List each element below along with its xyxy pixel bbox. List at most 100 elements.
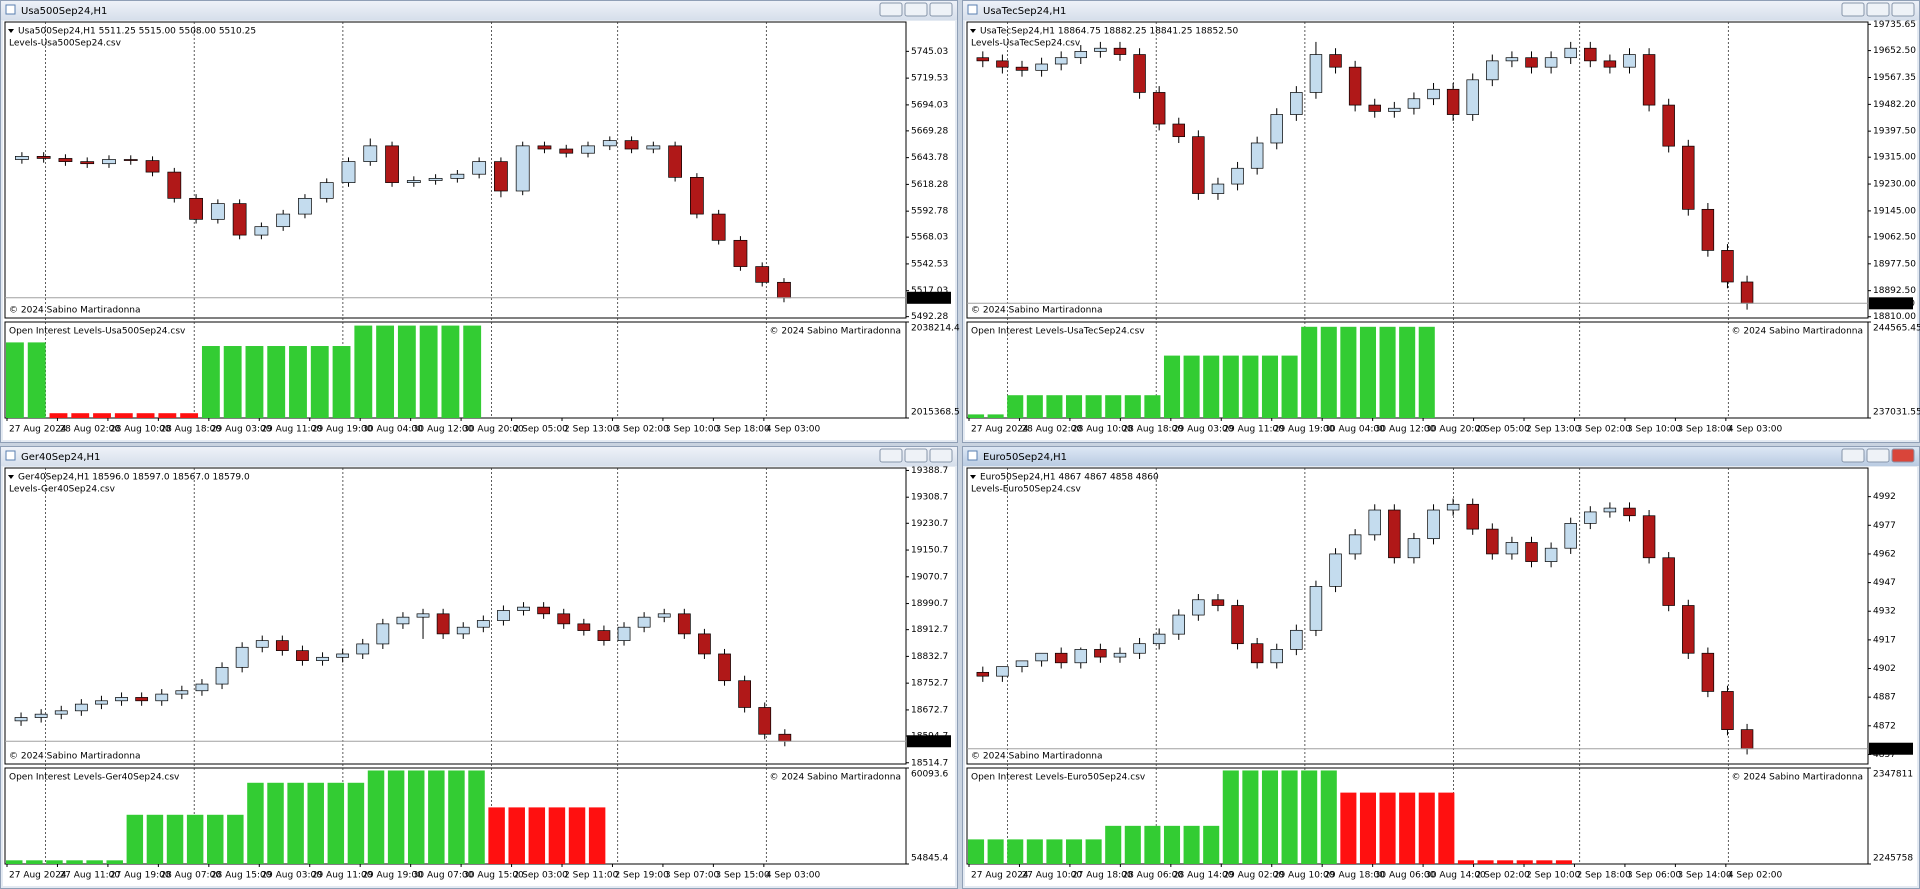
levels-file: Levels-Euro50Sep24.csv — [971, 485, 1081, 495]
price-tick-label: 18810.00 — [1873, 312, 1916, 322]
candle-body — [557, 613, 571, 625]
collapse-arrow — [970, 475, 976, 479]
minimize-button[interactable] — [879, 2, 903, 17]
minimize-button[interactable] — [879, 448, 903, 463]
candle-body — [1407, 98, 1421, 109]
oi-bar — [528, 807, 546, 864]
candle-body — [537, 145, 552, 150]
candle-body — [428, 178, 443, 181]
window-icon — [5, 450, 16, 461]
candle-body — [755, 266, 770, 283]
close-button[interactable] — [929, 448, 953, 463]
oi-bar — [71, 413, 90, 418]
candle-body — [1329, 54, 1342, 68]
oi-bar — [367, 770, 385, 864]
copyright: © 2024 Sabino Martiradonna — [971, 752, 1103, 762]
oi-bar — [397, 325, 416, 418]
oi-bar — [987, 414, 1004, 418]
maximize-button[interactable] — [904, 448, 928, 463]
last-price-box — [1869, 742, 1913, 755]
price-tick-label: 19150.7 — [911, 546, 948, 556]
price-tick-label: 4932 — [1873, 607, 1896, 617]
chart-window: UsaTecSep24,H1 19735.65 19652.50 19567.35 19… — [962, 0, 1920, 443]
candle-body — [577, 623, 591, 631]
time-tick-label: 29 Aug 03:00 — [211, 425, 272, 435]
price-tick-label: 4992 — [1873, 492, 1896, 502]
time-tick-label: 2 Sep 11:00 — [564, 871, 619, 881]
oi-bar — [1379, 792, 1396, 864]
maximize-button[interactable] — [1866, 448, 1890, 463]
oi-bar — [1163, 825, 1181, 864]
candle-body — [1250, 142, 1264, 169]
time-tick-label: 28 Aug 10:00 — [110, 425, 171, 435]
maximize-button[interactable] — [904, 2, 928, 17]
candle-body — [1074, 51, 1088, 59]
time-tick-label: 3 Sep 02:00 — [614, 425, 669, 435]
candle-body — [758, 707, 772, 735]
time-tick-label: 30 Aug 07:00 — [413, 871, 474, 881]
oi-bar — [1359, 326, 1377, 418]
candle-body — [1544, 57, 1558, 68]
time-tick-label: 29 Aug 19:00 — [1274, 425, 1335, 435]
close-button[interactable] — [1891, 448, 1915, 463]
candle-body — [996, 60, 1009, 68]
oi-bar — [1026, 395, 1043, 418]
title-bar — [1, 1, 957, 20]
candle-body — [115, 697, 128, 702]
candle-body — [1682, 145, 1695, 210]
oi-bar — [267, 346, 286, 418]
candle-body — [1701, 652, 1715, 692]
candle-body — [581, 145, 595, 154]
candle-body — [1564, 47, 1577, 59]
candle-body — [494, 161, 508, 192]
minimize-button[interactable] — [1841, 448, 1865, 463]
minimize-button[interactable] — [1841, 2, 1865, 17]
oi-bar — [407, 770, 425, 864]
chart-info: Ger40Sep24,H1 18596.0 18597.0 18567.0 18… — [18, 473, 250, 483]
oi-bar — [1046, 839, 1063, 864]
oi-bar — [588, 807, 606, 864]
close-button[interactable] — [929, 2, 953, 17]
candle-body — [356, 643, 370, 655]
candle-body — [102, 159, 116, 165]
candle-body — [175, 690, 189, 695]
copyright: © 2024 Sabino Martiradonna — [9, 752, 141, 762]
oi-bar — [1301, 326, 1318, 418]
oi-bar — [376, 325, 395, 418]
oi-bar — [1144, 395, 1161, 418]
candle-body — [1211, 599, 1225, 606]
indicator-copyright: © 2024 Sabino Martiradonna — [769, 773, 901, 783]
oi-bar — [186, 814, 204, 864]
window-icon — [967, 4, 978, 15]
oi-tick-label: 244565.45 — [1873, 324, 1920, 334]
copyright: © 2024 Sabino Martiradonna — [9, 306, 141, 316]
oi-bar — [1281, 770, 1298, 864]
indicator-title: Open Interest Levels-Ger40Sep24.csv — [9, 773, 180, 783]
candle-body — [733, 239, 748, 267]
chart-info: Euro50Sep24,H1 4867 4867 4858 4860 — [980, 473, 1159, 483]
price-tick-label: 18912.7 — [911, 625, 948, 635]
time-tick-label: 28 Aug 02:00 — [1021, 425, 1082, 435]
candle-body — [1074, 649, 1088, 664]
price-tick-label: 19567.35 — [1873, 73, 1916, 83]
price-tick-label: 5719.53 — [911, 74, 948, 84]
oi-bar — [1203, 355, 1220, 418]
time-tick-label: 30 Aug 20:00 — [1425, 425, 1486, 435]
candle-body — [1721, 250, 1734, 283]
chart-info: UsaTecSep24,H1 18864.75 18882.25 18841.2… — [980, 27, 1239, 37]
price-tick-label: 5694.03 — [911, 100, 948, 110]
time-tick-label: 27 Aug 2024 — [9, 425, 67, 435]
oi-bar — [1026, 839, 1043, 864]
last-price-label: 18852.50 — [1872, 299, 1915, 309]
oi-bar — [6, 342, 24, 418]
maximize-button[interactable] — [1866, 2, 1890, 17]
time-tick-label: 29 Aug 11:00 — [312, 871, 373, 881]
candle-body — [1642, 54, 1656, 106]
candle-body — [74, 703, 88, 712]
collapse-arrow — [970, 29, 976, 33]
oi-bar — [27, 342, 46, 418]
oi-bar — [6, 860, 23, 864]
oi-bar — [1281, 355, 1298, 418]
candle-body — [1192, 599, 1205, 616]
close-button[interactable] — [1891, 2, 1915, 17]
